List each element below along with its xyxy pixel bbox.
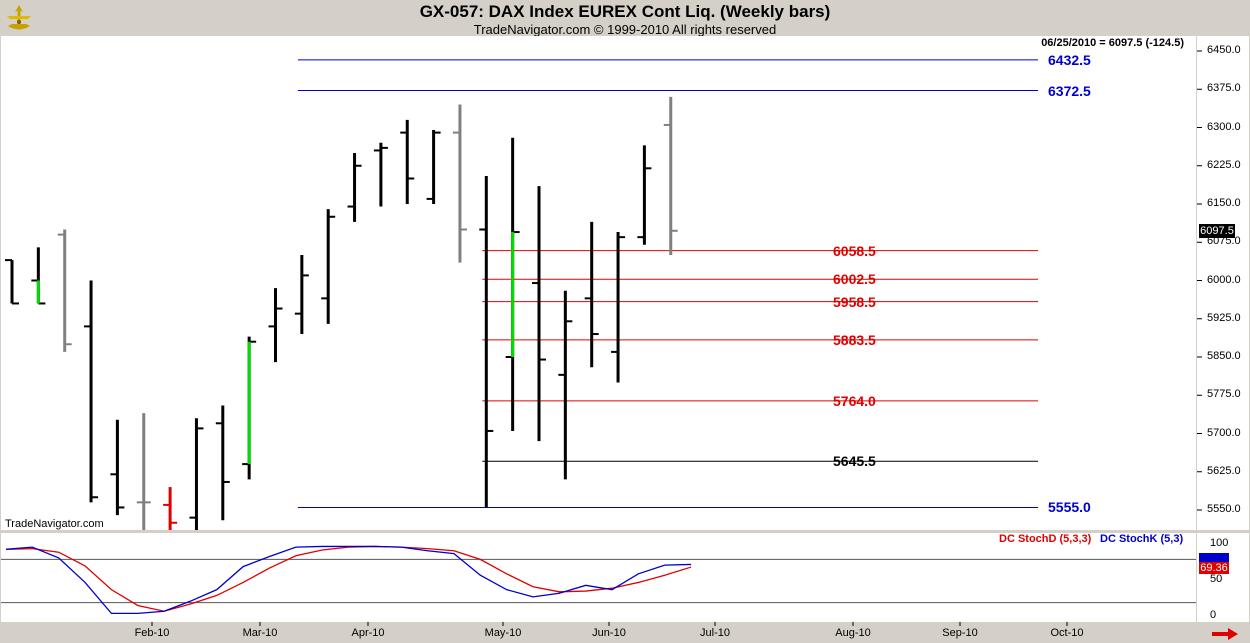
price-tick: 5925.0 xyxy=(1207,311,1241,324)
level-label: 5764.0 xyxy=(833,392,876,409)
date-tick: Sep-10 xyxy=(942,627,978,639)
oscillator-panel[interactable] xyxy=(1,533,1196,622)
stoch-d-line xyxy=(5,545,692,612)
date-tick: Apr-10 xyxy=(351,627,385,639)
oscillator-tick: 0 xyxy=(1210,609,1217,621)
last-price-tag: 6097.5 xyxy=(1199,224,1235,238)
watermark: TradeNavigator.com xyxy=(5,518,104,530)
level-label: 6432.5 xyxy=(1048,51,1091,68)
stoch-k-legend: DC StochK (5,3) xyxy=(1100,533,1184,545)
date-tick: Feb-10 xyxy=(134,627,170,639)
date-tick: Mar-10 xyxy=(242,627,278,639)
oscillator-tick: 50 xyxy=(1210,573,1223,585)
date-tick: Aug-10 xyxy=(835,627,871,639)
oscillator-tick: 100 xyxy=(1210,537,1229,549)
chart-title: GX-057: DAX Index EUREX Cont Liq. (Weekl… xyxy=(419,2,831,21)
price-tick: 5775.0 xyxy=(1207,388,1241,401)
price-axis xyxy=(1197,36,1249,530)
level-label: 5645.5 xyxy=(833,453,876,470)
scroll-right-arrow-icon[interactable] xyxy=(1210,628,1240,640)
level-label: 6002.5 xyxy=(833,271,876,288)
oscillator-axis xyxy=(1197,533,1249,622)
level-label: 5958.5 xyxy=(833,293,876,310)
date-tick: Jun-10 xyxy=(592,627,626,639)
price-tick: 6300.0 xyxy=(1207,120,1241,133)
stoch-k-line xyxy=(5,545,692,615)
price-tick: 6375.0 xyxy=(1207,82,1241,95)
level-label: 6058.5 xyxy=(833,242,876,259)
date-tick: May-10 xyxy=(484,627,522,639)
price-tick: 5625.0 xyxy=(1207,464,1241,477)
price-tick: 6075.0 xyxy=(1207,235,1241,248)
price-tick: 6000.0 xyxy=(1207,273,1241,286)
last-price-info: 06/25/2010 = 6097.5 (-124.5) xyxy=(1041,37,1184,49)
price-tick: 5700.0 xyxy=(1207,426,1241,439)
price-tick: 5550.0 xyxy=(1207,503,1241,515)
level-label: 6372.5 xyxy=(1048,82,1091,99)
date-tick: Jul-10 xyxy=(700,627,730,639)
chart-subtitle: TradeNavigator.com © 1999-2010 All right… xyxy=(473,22,777,37)
price-tick: 6225.0 xyxy=(1207,158,1241,171)
stoch-d-value-tag: 69.36 xyxy=(1199,562,1229,574)
level-label: 5555.0 xyxy=(1048,499,1091,516)
stoch-d-legend: DC StochD (5,3,3) xyxy=(999,533,1092,545)
stoch-k-value-tag xyxy=(1199,553,1229,562)
price-tick: 6450.0 xyxy=(1207,44,1241,56)
level-label: 5883.5 xyxy=(833,331,876,348)
date-tick: Oct-10 xyxy=(1050,627,1084,639)
price-tick: 6150.0 xyxy=(1207,197,1241,209)
price-tick: 5850.0 xyxy=(1207,350,1241,362)
price-panel[interactable] xyxy=(1,36,1196,530)
trade-navigator-logo-icon xyxy=(2,2,36,34)
